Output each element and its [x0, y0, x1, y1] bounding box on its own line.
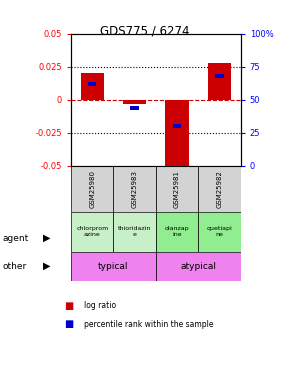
Bar	[113, 166, 156, 212]
Text: quetiapi
ne: quetiapi ne	[206, 226, 232, 237]
Text: agent: agent	[3, 234, 29, 243]
Bar	[198, 166, 241, 212]
Bar	[130, 106, 139, 109]
Text: log ratio: log ratio	[84, 301, 116, 310]
Text: ■: ■	[64, 320, 73, 329]
Text: GSM25981: GSM25981	[174, 170, 180, 208]
Text: other: other	[3, 262, 27, 271]
Text: GDS775 / 6274: GDS775 / 6274	[100, 24, 190, 38]
Bar	[156, 252, 241, 281]
Bar	[215, 74, 224, 78]
Bar	[208, 63, 231, 100]
Text: chlorprom
azine: chlorprom azine	[76, 226, 108, 237]
Bar	[81, 74, 104, 100]
Text: thioridazin
e: thioridazin e	[118, 226, 151, 237]
Bar	[173, 124, 181, 128]
Bar	[88, 82, 97, 86]
Text: GSM25983: GSM25983	[132, 170, 138, 208]
Text: atypical: atypical	[180, 262, 216, 271]
Bar	[198, 212, 241, 252]
Bar	[113, 212, 156, 252]
Bar	[71, 166, 113, 212]
Bar	[165, 100, 189, 168]
Bar	[156, 212, 198, 252]
Bar	[71, 252, 156, 281]
Text: percentile rank within the sample: percentile rank within the sample	[84, 320, 214, 329]
Text: typical: typical	[98, 262, 129, 271]
Bar	[156, 166, 198, 212]
Bar	[71, 212, 113, 252]
Text: olanzap
ine: olanzap ine	[165, 226, 189, 237]
Text: ▶: ▶	[43, 261, 50, 271]
Bar	[123, 100, 146, 104]
Text: GSM25982: GSM25982	[217, 170, 222, 208]
Text: ▶: ▶	[43, 233, 50, 243]
Text: ■: ■	[64, 301, 73, 310]
Text: GSM25980: GSM25980	[89, 170, 95, 208]
